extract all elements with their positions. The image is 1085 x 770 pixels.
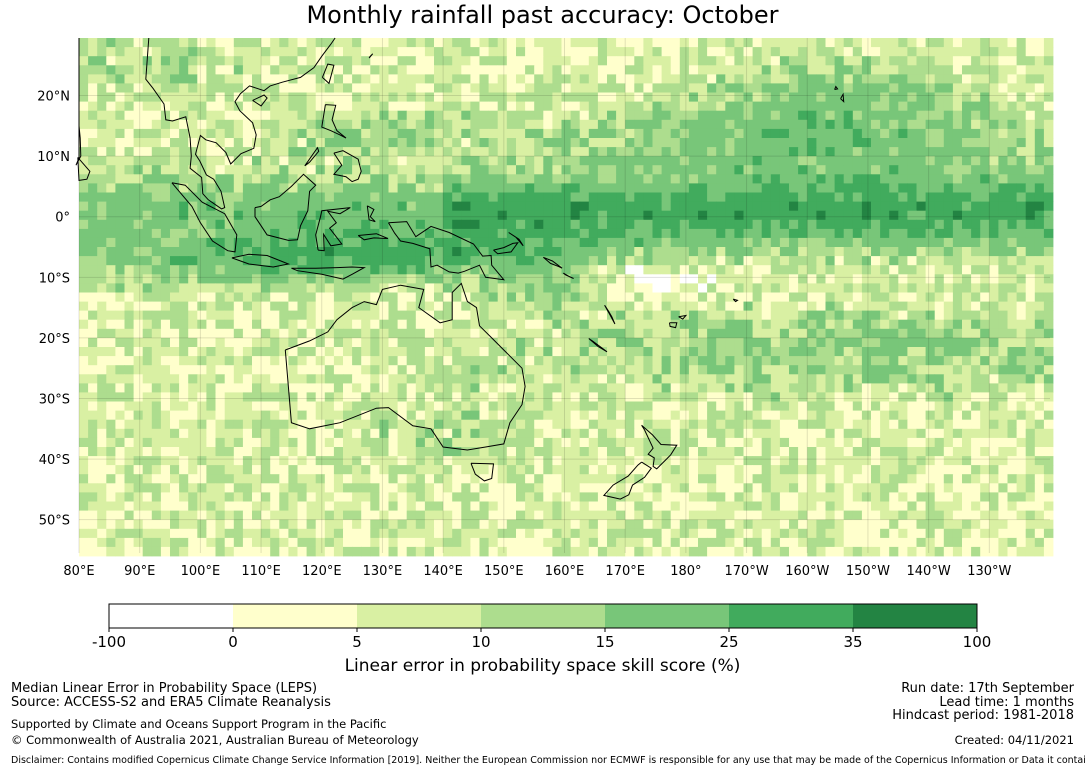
colorbar-swatch [357,604,481,628]
lead-time: Lead time: 1 months [939,695,1074,710]
coastline-segment [602,461,653,500]
coastline-segment [304,146,320,167]
colorbar-swatch [729,604,853,628]
longitude-label: 100°E [181,564,221,579]
skill-score-map: 20°N 10°N 0° 10°S 20°S 30°S 40°S 50°S 80°E 90°E 1… [37,37,1054,651]
colorbar-tick-label: -100 [92,633,126,651]
coastline-segment [254,173,317,241]
coastline-segment [171,182,238,253]
colorbar-tick-label: 35 [843,633,862,651]
colorbar-swatch [233,604,357,628]
longitude-label: 110°E [241,564,281,579]
colorbar-tick-label: 100 [963,633,992,651]
coastline-segment [641,424,678,470]
longitude-label: 90°E [124,564,155,579]
coastline-segment [77,157,91,181]
longitude-label: 120°E [302,564,342,579]
coastline-segment [315,207,351,252]
longitude-labels: 80°E 90°E 100°E 110°E 120°E 130°E 140°E 150°E 16… [63,564,1011,579]
longitude-label: 170°W [725,564,769,579]
coastline-segment [332,150,362,183]
coastline-segment [366,205,376,223]
coastline-segment [604,304,616,325]
latitude-label: 40°S [39,453,70,468]
coastline-segment [732,298,739,303]
longitude-label: 130°E [363,564,403,579]
coastline-segment [284,282,526,451]
latitude-label: 10°N [37,150,70,165]
coastline-segment [508,232,524,247]
coastline-segment [321,104,347,139]
latitude-label: 10°S [39,271,70,286]
coastline-segment [388,221,506,281]
created-date: Created: 04/11/2021 [954,733,1074,747]
coastline-segment [493,242,519,255]
longitude-label: 130°W [967,564,1011,579]
coastline-segment [291,266,366,280]
map-title: Monthly rainfall past accuracy: October [306,1,779,29]
skill-score-grid [79,38,1054,557]
source-text: Source: ACCESS-S2 and ERA5 Climate Reana… [11,695,331,710]
coastline-segment [588,338,608,353]
latitude-labels: 20°N 10°N 0° 10°S 20°S 30°S 40°S 50°S [37,90,70,529]
coastline-segment [145,37,336,210]
colorbar-swatch [109,604,233,628]
coastline-segment [669,322,678,329]
coastline-segment [357,233,389,241]
coastline-segment [678,314,688,320]
colorbar [108,603,978,629]
latitude-label: 20°S [39,332,70,347]
longitude-label: 140°E [423,564,463,579]
coastline-segment [542,256,563,269]
longitude-label: 160°W [785,564,829,579]
colorbar-tick-label: 10 [471,633,490,651]
colorbar-swatch [605,604,729,628]
latitude-label: 0° [55,211,70,226]
colorbar-tick-label: 5 [352,633,362,651]
coastline-segment [563,272,574,279]
coastline-segment [368,53,374,59]
latitude-label: 20°N [37,90,70,105]
longitude-label: 150°W [846,564,890,579]
colorbar-tick-labels: -100 0 5 10 15 25 35 100 [92,628,991,651]
coastline-segment [321,63,335,85]
support-text: Supported by Climate and Oceans Support … [11,717,387,731]
colorbar-tick-label: 25 [719,633,738,651]
coastline-segment [470,462,495,482]
disclaimer: Disclaimer: Contains modified Copernicus… [11,755,1085,766]
coastline-segment [252,94,268,107]
longitude-label: 140°W [907,564,951,579]
colorbar-label: Linear error in probability space skill … [344,656,741,676]
longitude-label: 80°E [63,564,94,579]
coastline-segment [75,38,82,166]
coastline-segment [834,85,839,90]
colorbar-swatch [853,604,977,628]
copyright-text: © Commonwealth of Australia 2021, Austra… [11,733,419,747]
coastlines [75,37,845,500]
colorbar-tick-label: 15 [595,633,614,651]
longitude-label: 160°E [545,564,585,579]
run-date: Run date: 17th September [901,681,1074,696]
graticule [78,38,1050,553]
longitude-label: 170°E [605,564,645,579]
colorbar-swatch [481,604,605,628]
latitude-label: 50°S [39,514,70,529]
hindcast-period: Hindcast period: 1981-2018 [892,708,1074,723]
longitude-label: 150°E [484,564,524,579]
colorbar-tick-label: 0 [228,633,238,651]
coastline-segment [231,253,291,268]
longitude-label: 180° [670,564,701,579]
leps-description: Median Linear Error in Probability Space… [11,681,318,696]
coastline-segment [840,92,845,103]
latitude-label: 30°S [39,393,70,408]
